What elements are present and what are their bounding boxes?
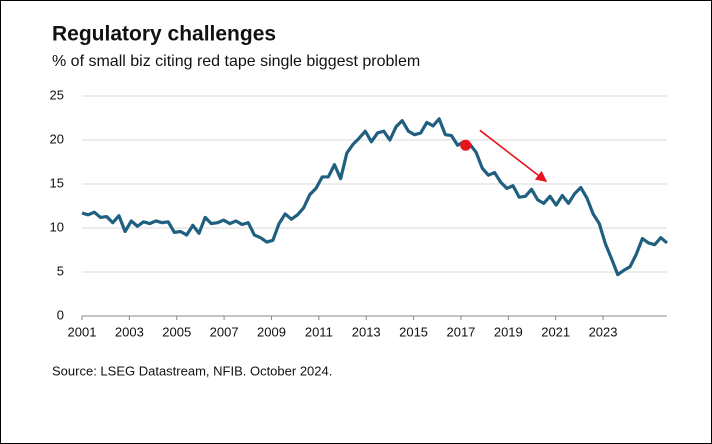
series-line <box>81 117 669 277</box>
x-tick-label: 2009 <box>257 324 286 339</box>
chart-title: Regulatory challenges <box>52 23 276 46</box>
y-tick-label: 20 <box>50 131 64 146</box>
x-tick-label: 2005 <box>162 324 191 339</box>
annotation-arrow <box>479 129 548 183</box>
x-tick-label: 2021 <box>541 324 570 339</box>
chart-subtitle: % of small biz citing red tape single bi… <box>52 53 420 70</box>
x-tick-label: 2017 <box>446 324 475 339</box>
annotation-marker <box>460 139 472 151</box>
x-tick-label: 2007 <box>210 324 239 339</box>
source-note: Source: LSEG Datastream, NFIB. October 2… <box>52 363 332 378</box>
y-tick-label: 25 <box>50 87 64 102</box>
y-tick-label: 0 <box>57 307 64 322</box>
x-tick-label: 2015 <box>399 324 428 339</box>
x-tick-label: 2003 <box>115 324 144 339</box>
x-tick-label: 2023 <box>589 324 618 339</box>
y-tick-label: 5 <box>57 263 64 278</box>
x-tick-label: 2019 <box>494 324 523 339</box>
y-tick-label: 15 <box>50 175 64 190</box>
x-tick-label: 2011 <box>305 324 333 339</box>
x-tick-label: 2013 <box>352 324 381 339</box>
y-tick-label: 10 <box>50 219 64 234</box>
x-tick-label: 2001 <box>68 324 97 339</box>
